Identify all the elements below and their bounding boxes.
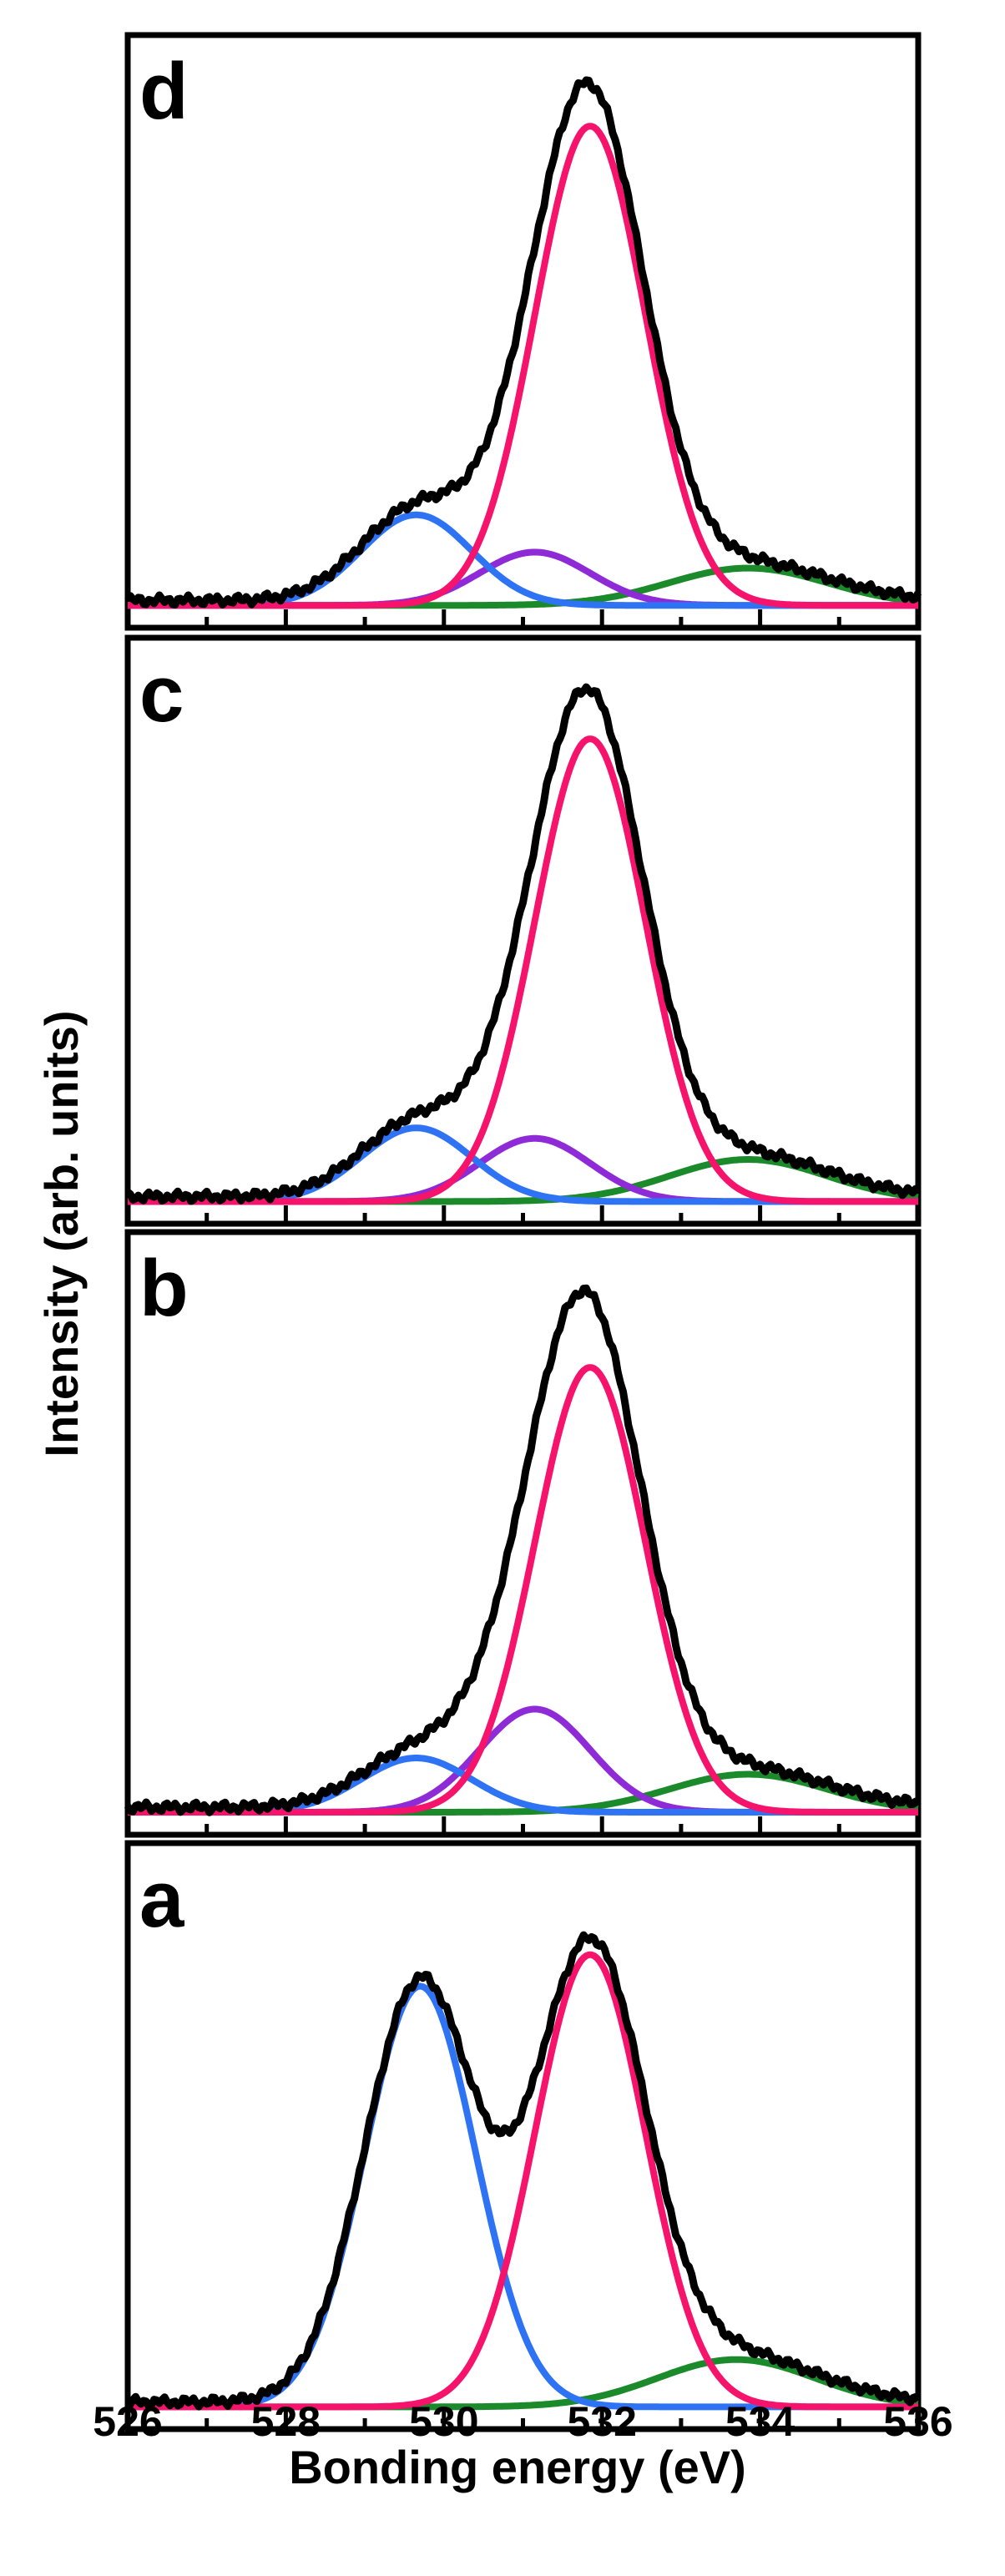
- y-axis-label: Intensity (arb. units): [35, 1010, 88, 1457]
- x-tick-label: 530: [409, 2398, 478, 2445]
- x-tick-label: 536: [883, 2398, 952, 2445]
- pink-component-curve: [127, 123, 919, 609]
- panel-d: d: [124, 32, 922, 631]
- x-tick-label: 528: [251, 2398, 321, 2445]
- panel-label-a: a: [139, 1855, 184, 1944]
- panel-a: a: [124, 1840, 922, 2432]
- total-envelope-curve: [124, 1284, 922, 1816]
- panel-frame: [124, 1840, 922, 2432]
- panel-frame: [124, 32, 922, 631]
- pink-component-curve: [127, 1951, 919, 2411]
- x-tick-label: 532: [567, 2398, 636, 2445]
- x-tick-labels: 526 528 530 532 534 536: [93, 2398, 952, 2445]
- pink-component-curve: [127, 735, 919, 1205]
- total-envelope-curve: [125, 1931, 922, 2411]
- blue-component-curve: [127, 511, 919, 609]
- panel-label-d: d: [139, 47, 189, 136]
- x-axis-label: Bonding energy (eV): [289, 2441, 746, 2493]
- pink-component-curve: [127, 1364, 919, 1816]
- panel-frame: [124, 1229, 922, 1838]
- total-envelope-curve: [125, 683, 920, 1205]
- panel-b: b: [124, 1229, 922, 1838]
- purple-component-curve: [127, 1705, 919, 1816]
- total-envelope-curve: [124, 76, 922, 609]
- panel-frame: [124, 634, 922, 1227]
- x-tick-label: 534: [725, 2398, 795, 2445]
- x-tick-label: 526: [93, 2398, 162, 2445]
- panels: d c b a: [124, 32, 922, 2432]
- panel-label-b: b: [139, 1244, 189, 1333]
- panel-c: c: [124, 634, 922, 1227]
- panel-label-c: c: [139, 649, 184, 739]
